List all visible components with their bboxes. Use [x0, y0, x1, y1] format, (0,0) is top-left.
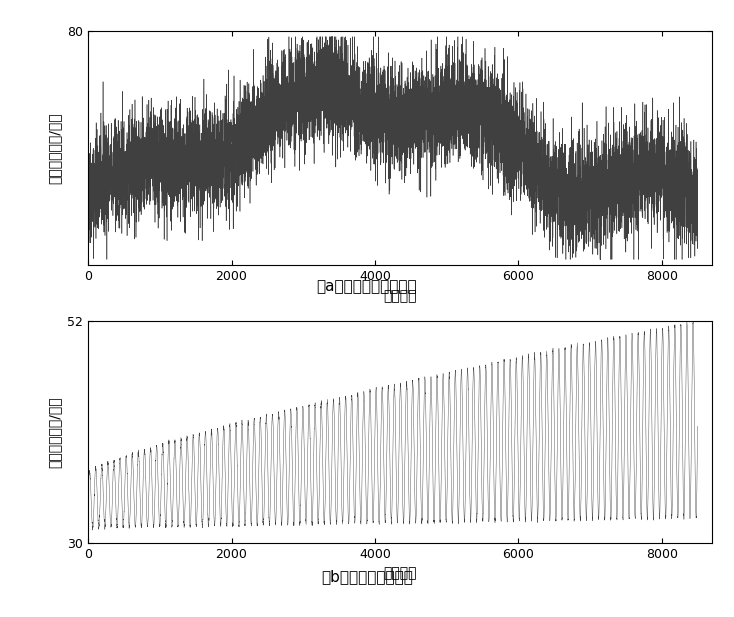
- Y-axis label: 阻性电流幅值/微安: 阻性电流幅值/微安: [48, 112, 62, 184]
- X-axis label: 采样点数: 采样点数: [383, 566, 417, 581]
- Y-axis label: 阻性电流幅值/微安: 阻性电流幅值/微安: [48, 396, 62, 468]
- X-axis label: 采样点数: 采样点数: [383, 289, 417, 303]
- Text: （b）本文方法处理后: （b）本文方法处理后: [321, 569, 413, 584]
- Text: （a）阻性电流实测数据: （a）阻性电流实测数据: [316, 280, 418, 294]
